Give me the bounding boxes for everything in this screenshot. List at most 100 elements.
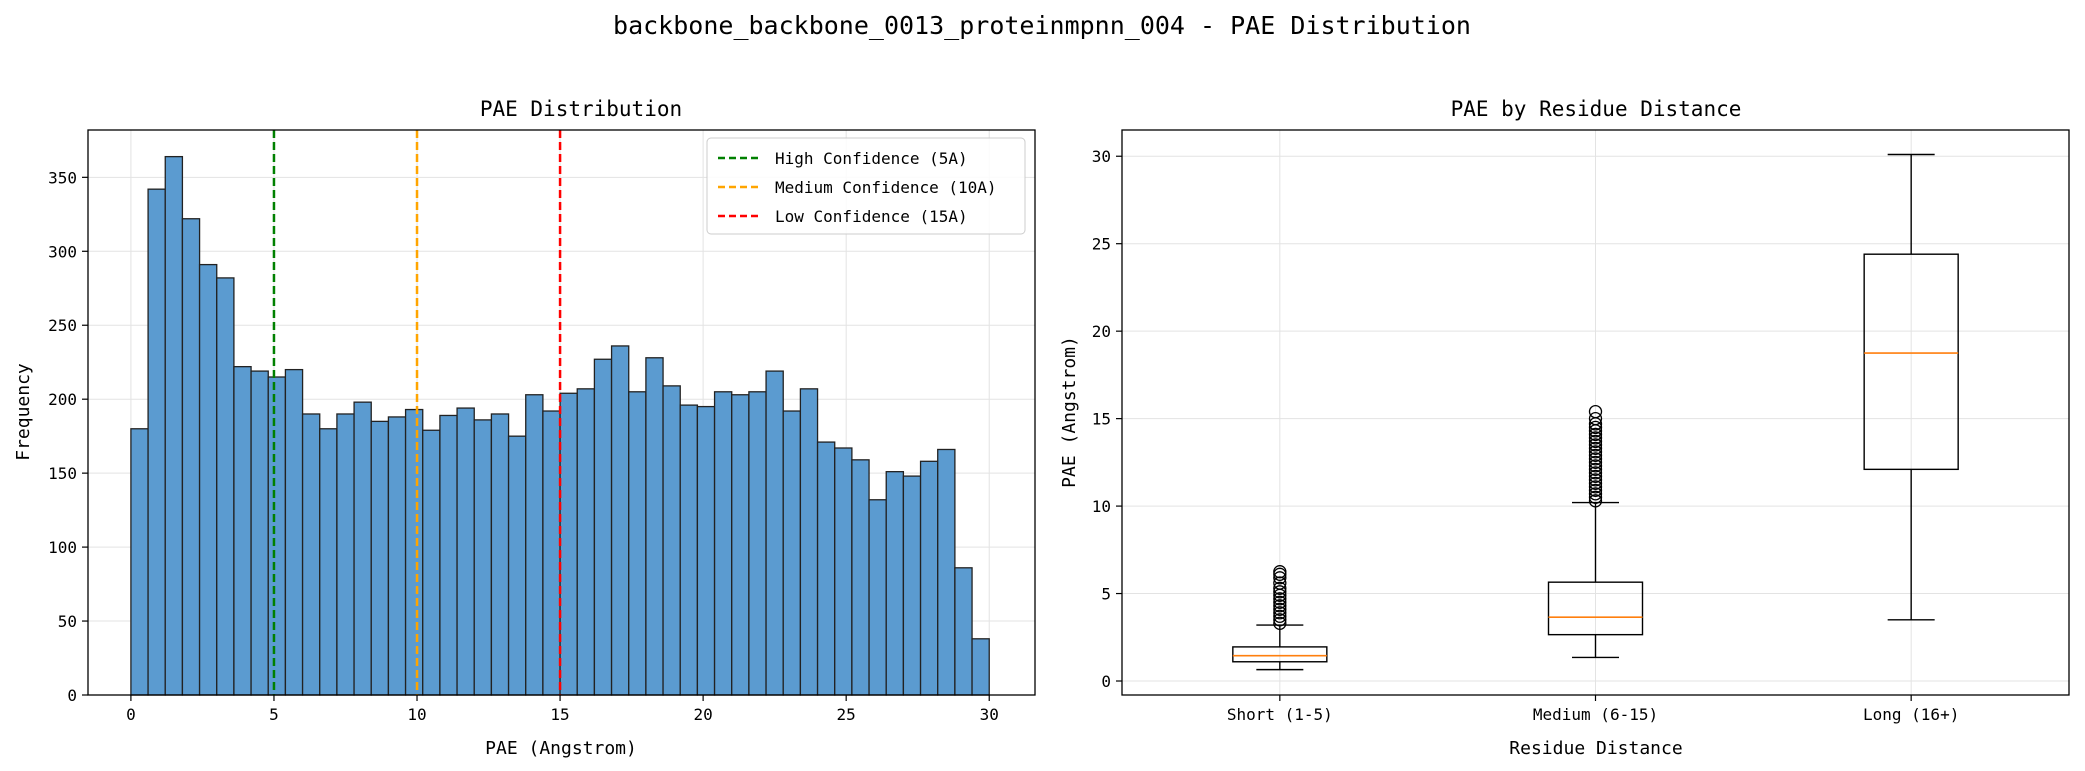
y-tick-label: 350 bbox=[48, 168, 77, 187]
x-tick-label: 15 bbox=[550, 705, 569, 724]
y-tick-label: 50 bbox=[58, 612, 77, 631]
histogram-bar bbox=[164, 155, 184, 696]
histogram-bar bbox=[885, 471, 905, 696]
histogram-bar bbox=[782, 410, 802, 696]
histogram-bar bbox=[902, 475, 922, 696]
x-tick-label: 25 bbox=[837, 705, 856, 724]
histogram-bar bbox=[748, 391, 767, 696]
histogram-bar bbox=[490, 413, 510, 696]
x-tick-label: Long (16+) bbox=[1863, 705, 1959, 724]
x-tick-label: 0 bbox=[126, 705, 136, 724]
histogram-bar bbox=[679, 404, 699, 696]
histogram-bar bbox=[473, 419, 493, 696]
boxplot-panel: PAE by Residue Distance Short (1-5) Mediu… bbox=[1059, 97, 2070, 759]
histogram-bar bbox=[181, 218, 201, 696]
legend-label-medium: Medium Confidence (10A) bbox=[775, 178, 997, 197]
histogram-bar bbox=[233, 365, 252, 696]
figure-suptitle: backbone_backbone_0013_proteinmpnn_004 -… bbox=[613, 11, 1471, 40]
outlier-point bbox=[1588, 487, 1603, 501]
histogram-xlabel: PAE (Angstrom) bbox=[485, 738, 637, 759]
histogram-bar bbox=[336, 413, 355, 696]
outlier-point bbox=[1588, 404, 1603, 419]
box-iqr bbox=[1547, 581, 1644, 636]
boxplot-x-ticks: Short (1-5) Medium (6-15) Long (16+) bbox=[1227, 695, 1959, 724]
outlier-point bbox=[1273, 565, 1287, 579]
histogram-bar bbox=[267, 376, 287, 696]
y-tick-label: 150 bbox=[48, 464, 77, 483]
histogram-bar bbox=[713, 391, 733, 696]
histogram-bar bbox=[542, 410, 561, 696]
histogram-bar bbox=[216, 277, 235, 696]
outlier-point bbox=[1588, 441, 1603, 456]
boxplot-ylabel: PAE (Angstrom) bbox=[1059, 336, 1080, 488]
outlier-point bbox=[1588, 455, 1603, 470]
outlier-point bbox=[1273, 609, 1287, 623]
histogram-bar bbox=[130, 428, 149, 696]
outlier-point bbox=[1273, 599, 1287, 613]
outlier-point bbox=[1588, 420, 1603, 435]
outlier-point bbox=[1588, 427, 1603, 442]
box-iqr bbox=[1232, 646, 1328, 663]
y-tick-label: 15 bbox=[1092, 410, 1111, 429]
histogram-bar bbox=[954, 567, 973, 696]
histogram-bar bbox=[284, 368, 304, 696]
histogram-panel: PAE Distribution 0 5 10 15 20 25 30 0 50 100 150 2… bbox=[13, 97, 1036, 759]
boxplot-boxes bbox=[1232, 153, 1959, 671]
histogram-bar bbox=[147, 188, 166, 696]
outlier-point bbox=[1588, 459, 1603, 473]
histogram-bar bbox=[593, 358, 613, 696]
outlier-point bbox=[1588, 494, 1603, 508]
y-tick-label: 200 bbox=[48, 390, 77, 409]
histogram-bar bbox=[765, 370, 784, 696]
histogram-bar bbox=[610, 345, 630, 696]
outlier-point bbox=[1273, 606, 1287, 620]
y-tick-label: 100 bbox=[48, 538, 77, 557]
histogram-bar bbox=[456, 407, 475, 696]
histogram-bar bbox=[731, 394, 750, 696]
outlier-point bbox=[1273, 595, 1287, 609]
y-tick-label: 250 bbox=[48, 316, 77, 335]
boxplot-xlabel: Residue Distance bbox=[1509, 738, 1682, 759]
legend-entry-high: High Confidence (5A) bbox=[718, 149, 968, 168]
histogram-bar bbox=[404, 408, 424, 696]
legend-label-low: Low Confidence (15A) bbox=[775, 207, 968, 226]
y-tick-label: 10 bbox=[1092, 497, 1111, 516]
legend-frame bbox=[706, 137, 1026, 235]
histogram-bar bbox=[198, 263, 218, 696]
y-tick-label: 0 bbox=[1101, 672, 1111, 691]
y-tick-label: 300 bbox=[48, 242, 77, 261]
histogram-bar bbox=[370, 420, 390, 696]
histogram-bar bbox=[799, 388, 819, 696]
legend-entry-medium: Medium Confidence (10A) bbox=[718, 178, 997, 197]
histogram-bar bbox=[628, 391, 647, 696]
histogram-bar bbox=[301, 413, 321, 696]
histogram-bar bbox=[937, 448, 956, 696]
outlier-point bbox=[1588, 431, 1603, 445]
outlier-point bbox=[1588, 476, 1603, 490]
box-iqr bbox=[1863, 253, 1959, 471]
outlier-point bbox=[1273, 592, 1287, 606]
histogram-y-ticks: 0 50 100 150 200 250 300 350 bbox=[48, 168, 88, 705]
outlier-point bbox=[1273, 602, 1287, 616]
outlier-point bbox=[1588, 466, 1603, 480]
histogram-bar bbox=[525, 394, 544, 696]
histogram-bar bbox=[868, 499, 887, 696]
legend: High Confidence (5A) Medium Confidence (… bbox=[706, 137, 1026, 235]
x-tick-label: 20 bbox=[693, 705, 712, 724]
histogram-bar bbox=[559, 392, 578, 696]
outlier-point bbox=[1273, 616, 1287, 630]
histogram-bar bbox=[645, 357, 664, 696]
outlier-point bbox=[1273, 613, 1287, 627]
box-group bbox=[1547, 404, 1644, 659]
outlier-point bbox=[1588, 438, 1603, 452]
outlier-point bbox=[1588, 445, 1603, 459]
histogram-bar bbox=[422, 429, 441, 696]
histogram-x-ticks: 0 5 10 15 20 25 30 bbox=[126, 695, 999, 724]
outlier-point bbox=[1588, 448, 1603, 463]
boxplot-y-ticks: 0 5 10 15 20 25 30 bbox=[1092, 147, 1122, 691]
histogram-title: PAE Distribution bbox=[480, 97, 682, 121]
outlier-point bbox=[1588, 434, 1603, 449]
y-tick-label: 25 bbox=[1092, 235, 1111, 254]
histogram-bar bbox=[971, 638, 990, 696]
